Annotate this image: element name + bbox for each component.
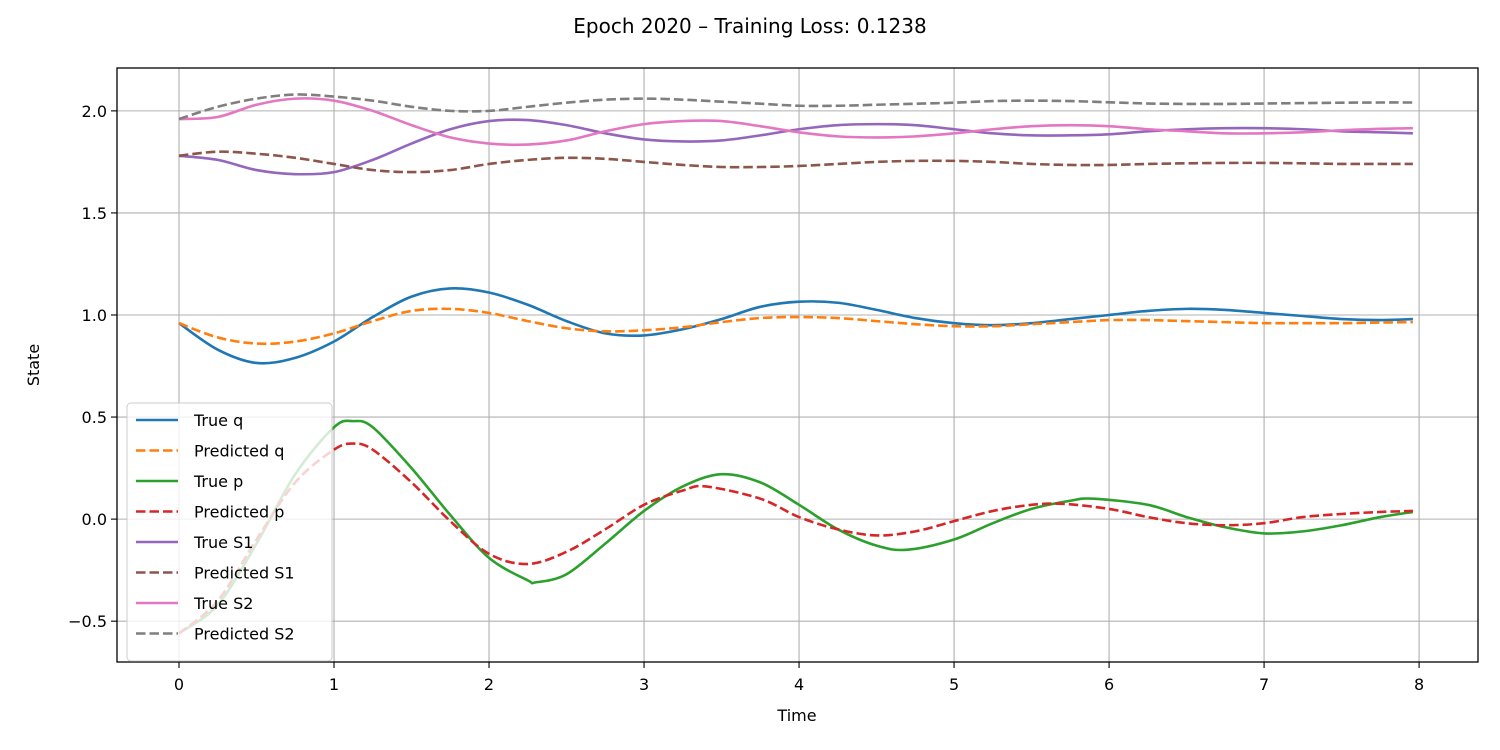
- y-tick-label: 2.0: [82, 102, 107, 121]
- y-tick-label: 0.5: [82, 408, 107, 427]
- x-tick-label: 1: [329, 675, 339, 694]
- series-lines: [178, 93, 1414, 635]
- legend-label: True q: [193, 411, 243, 430]
- x-tick-label: 6: [1104, 675, 1114, 694]
- legend-label: True S2: [193, 594, 253, 613]
- x-tick-label: 2: [484, 675, 494, 694]
- x-axis-label: Time: [776, 706, 816, 725]
- y-tick-label: 1.0: [82, 306, 107, 325]
- legend-label: Predicted p: [194, 503, 284, 522]
- series-line-predicted-s2: [178, 93, 1413, 121]
- series-line-true-s1: [178, 118, 1413, 176]
- x-tick-label: 3: [639, 675, 649, 694]
- x-tick-label: 5: [949, 675, 959, 694]
- x-axis-ticks: 0 1 2 3 4 5 6 7 8: [174, 662, 1424, 694]
- legend-label: Predicted S2: [194, 625, 295, 644]
- grid: [117, 68, 1478, 662]
- x-tick-label: 0: [174, 675, 184, 694]
- series-line-predicted-p: [178, 442, 1413, 635]
- series-line-true-s2: [178, 97, 1413, 147]
- y-tick-label: −0.5: [68, 612, 107, 631]
- chart-title: Epoch 2020 – Training Loss: 0.1238: [573, 14, 926, 38]
- series-line-predicted-q: [178, 307, 1413, 346]
- x-tick-label: 4: [794, 675, 804, 694]
- y-axis-label: State: [24, 344, 43, 386]
- legend: True q Predicted q True p Predicted p True S…: [126, 402, 333, 662]
- series-line-true-p: [178, 419, 1414, 635]
- legend-label: True p: [193, 472, 243, 491]
- series-line-true-q: [178, 287, 1413, 365]
- y-axis-ticks: −0.5 0.0 0.5 1.0 1.5 2.0: [68, 102, 117, 631]
- legend-box: [126, 402, 333, 662]
- x-tick-label: 8: [1414, 675, 1424, 694]
- legend-label: Predicted S1: [194, 564, 295, 583]
- legend-label: True S1: [193, 533, 253, 552]
- x-tick-label: 7: [1259, 675, 1269, 694]
- series-line-predicted-s1: [178, 150, 1413, 174]
- legend-label: Predicted q: [194, 442, 284, 461]
- plot-frame: [116, 67, 1479, 663]
- y-tick-label: 1.5: [82, 204, 107, 223]
- y-tick-label: 0.0: [82, 510, 107, 529]
